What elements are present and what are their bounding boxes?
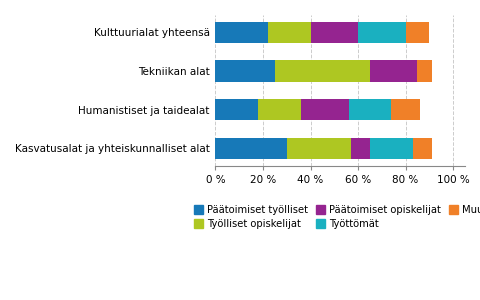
Bar <box>268 22 311 43</box>
Bar <box>258 99 301 120</box>
Bar <box>216 99 258 120</box>
Bar <box>418 61 432 82</box>
Bar <box>413 138 432 159</box>
Bar <box>301 99 348 120</box>
Bar <box>370 61 418 82</box>
Bar <box>275 61 370 82</box>
Bar <box>216 22 268 43</box>
Bar <box>370 138 413 159</box>
Bar <box>406 22 429 43</box>
Legend: Päätoimiset työlliset, Työlliset opiskelijat, Päätoimiset opiskelijat, Työttömät: Päätoimiset työlliset, Työlliset opiskel… <box>190 201 480 233</box>
Bar <box>216 61 275 82</box>
Bar <box>348 99 391 120</box>
Bar <box>216 138 287 159</box>
Bar <box>287 138 351 159</box>
Bar <box>391 99 420 120</box>
Bar <box>351 138 370 159</box>
Bar <box>311 22 358 43</box>
Bar <box>358 22 406 43</box>
